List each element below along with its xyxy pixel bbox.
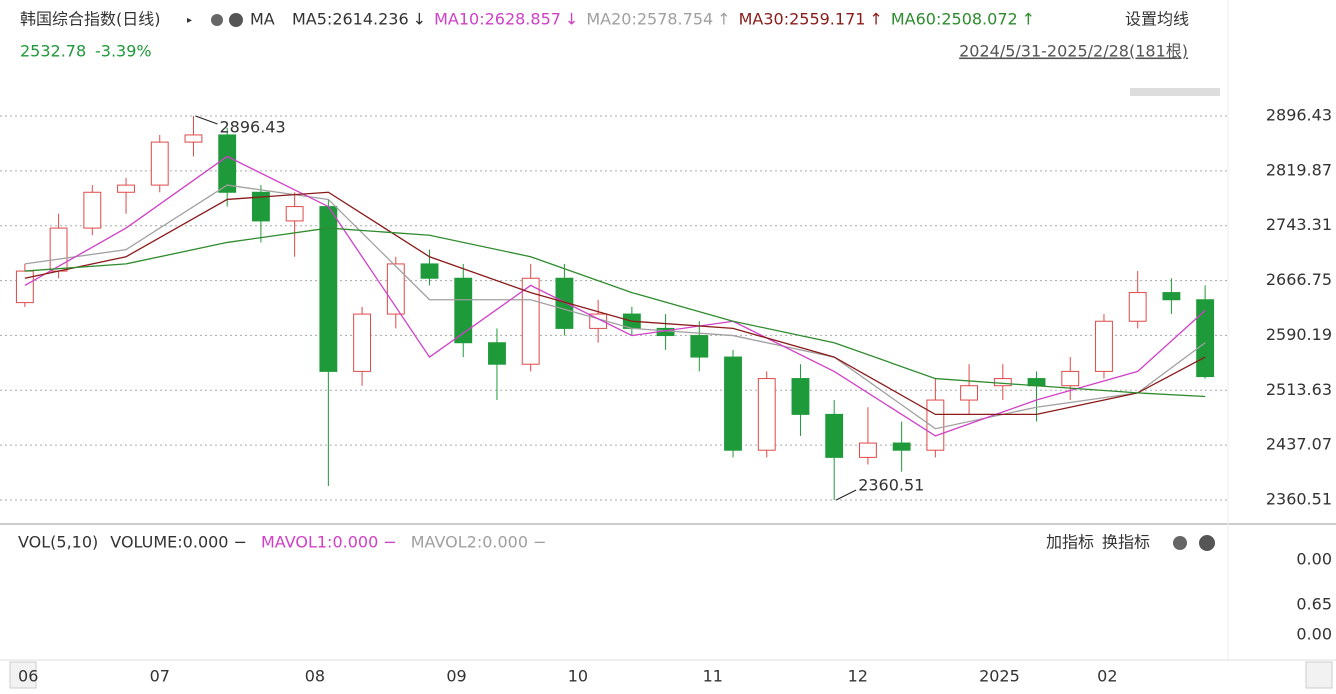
legend-entry: MA20:2578.754 bbox=[586, 10, 713, 29]
candle-body bbox=[488, 342, 506, 365]
y-tick-label: 2590.19 bbox=[1266, 325, 1332, 344]
legend-entry: MA10:2628.857 bbox=[434, 10, 561, 29]
legend-entry: MA5:2614.236 bbox=[292, 10, 409, 29]
ma-line bbox=[24, 191, 1206, 416]
ma-label: MA bbox=[250, 10, 275, 29]
date-range[interactable]: 2024/5/31-2025/2/28(181根) bbox=[959, 42, 1188, 61]
scroll-right[interactable] bbox=[1305, 661, 1333, 689]
annotation-arrow bbox=[835, 489, 857, 501]
volume-axis-label: 0.65 bbox=[1296, 595, 1332, 614]
x-tick-label: 07 bbox=[150, 667, 170, 686]
candle-body bbox=[420, 263, 439, 279]
candle-body bbox=[960, 385, 979, 401]
indicator-button[interactable]: 加指标 bbox=[1046, 533, 1094, 552]
candle-body bbox=[454, 277, 473, 344]
scroll-left[interactable] bbox=[9, 661, 37, 689]
x-tick-label: 08 bbox=[305, 667, 325, 686]
y-tick-label: 2666.75 bbox=[1266, 270, 1332, 289]
volume-legend: VOLUME:0.000 − bbox=[110, 533, 247, 552]
x-tick-label: 11 bbox=[703, 667, 723, 686]
close-icon[interactable] bbox=[1199, 535, 1215, 551]
candle-body bbox=[555, 277, 574, 329]
candle-body bbox=[83, 191, 102, 229]
candle-body bbox=[690, 335, 709, 358]
legend-arrow: ↑ bbox=[717, 10, 730, 29]
y-tick-label: 2819.87 bbox=[1266, 160, 1332, 179]
legend-arrow: ↓ bbox=[413, 10, 426, 29]
close-icon[interactable] bbox=[229, 13, 243, 27]
candle-body bbox=[1061, 370, 1080, 387]
candle-body bbox=[791, 378, 810, 415]
chart-title: 韩国综合指数(日线) bbox=[20, 10, 161, 29]
volume-axis-label: 0.00 bbox=[1296, 625, 1332, 644]
x-tick-label: 12 bbox=[848, 667, 868, 686]
legend-entry: MA60:2508.072 bbox=[891, 10, 1018, 29]
annotation: 2896.43 bbox=[219, 118, 285, 137]
change: -3.39% bbox=[95, 42, 152, 61]
candle-body bbox=[1027, 378, 1046, 387]
volume-legend: MAVOL2:0.000 − bbox=[411, 533, 547, 552]
volume-title: VOL(5,10) bbox=[18, 533, 98, 552]
candle-body bbox=[15, 270, 34, 304]
volume-legend: MAVOL1:0.000 − bbox=[261, 533, 397, 552]
x-tick-label: 06 bbox=[18, 667, 38, 686]
y-tick-label: 2360.51 bbox=[1266, 490, 1332, 509]
candle-body bbox=[993, 378, 1012, 387]
ma-line bbox=[24, 155, 1206, 437]
indicator-button[interactable]: 换指标 bbox=[1102, 533, 1150, 552]
legend-arrow: ↑ bbox=[869, 10, 882, 29]
ma-line bbox=[24, 227, 1206, 398]
y-tick-label: 2743.31 bbox=[1266, 215, 1332, 234]
candle-body bbox=[184, 134, 203, 143]
y-tick-label: 2437.07 bbox=[1266, 435, 1332, 454]
legend-arrow: ↓ bbox=[565, 10, 578, 29]
candle-body bbox=[353, 313, 372, 372]
settings-button[interactable]: 设置均线 bbox=[1125, 10, 1189, 29]
x-tick-label: 09 bbox=[446, 667, 466, 686]
x-tick-label: 02 bbox=[1097, 667, 1117, 686]
candle-body bbox=[1128, 292, 1147, 322]
settings-icon[interactable] bbox=[211, 14, 223, 26]
candle-body bbox=[858, 442, 877, 458]
settings-icon[interactable] bbox=[1173, 536, 1187, 550]
y-tick-label: 2513.63 bbox=[1266, 380, 1332, 399]
annotation: 2360.51 bbox=[858, 476, 924, 495]
candle-body bbox=[150, 141, 169, 186]
price: 2532.78 bbox=[20, 42, 86, 61]
candle-body bbox=[1162, 292, 1181, 301]
candle-body bbox=[757, 378, 776, 451]
candle-body bbox=[218, 134, 237, 193]
legend-entry: MA30:2559.171 bbox=[739, 10, 866, 29]
annotation-arrow bbox=[195, 115, 218, 125]
candle-body bbox=[285, 206, 304, 222]
candle-body bbox=[49, 227, 68, 272]
candle-body bbox=[251, 191, 270, 222]
volume-axis-label: 0.00 bbox=[1296, 550, 1332, 569]
ma-line bbox=[24, 184, 1206, 430]
x-tick-label: 2025 bbox=[979, 667, 1020, 686]
expand-icon[interactable]: ▸ bbox=[187, 15, 192, 26]
candle-body bbox=[1196, 299, 1215, 378]
candle-body bbox=[892, 442, 911, 451]
legend-arrow: ↑ bbox=[1022, 10, 1035, 29]
candle-body bbox=[319, 206, 338, 372]
candle-body bbox=[724, 356, 742, 451]
candle-body bbox=[117, 184, 135, 193]
y-tick-label: 2896.43 bbox=[1266, 106, 1332, 125]
candle-body bbox=[825, 413, 844, 458]
scroll-handle[interactable] bbox=[1130, 88, 1220, 96]
candle-body bbox=[1095, 320, 1113, 372]
x-tick-label: 10 bbox=[568, 667, 588, 686]
